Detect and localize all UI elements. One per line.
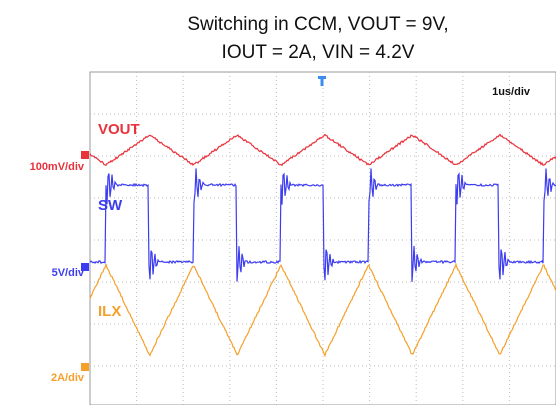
- channel-scale: 100mV/div: [30, 161, 85, 173]
- channel-name: SW: [98, 197, 123, 214]
- scope-screenshot: Switching in CCM, VOUT = 9V, IOUT = 2A, …: [0, 0, 556, 405]
- channel-marker: [81, 151, 89, 159]
- channel-marker: [81, 363, 89, 371]
- screen: [90, 72, 556, 405]
- title-line: IOUT = 2A, VIN = 4.2V: [222, 42, 415, 63]
- channel-name: ILX: [98, 303, 121, 320]
- timebase: 1us/div: [492, 86, 531, 98]
- channel-scale: 2A/div: [51, 372, 85, 384]
- channel-scale: 5V/div: [52, 267, 85, 279]
- channel-marker: [81, 263, 89, 271]
- channel-name: VOUT: [98, 121, 140, 138]
- title-line: Switching in CCM, VOUT = 9V,: [187, 14, 448, 35]
